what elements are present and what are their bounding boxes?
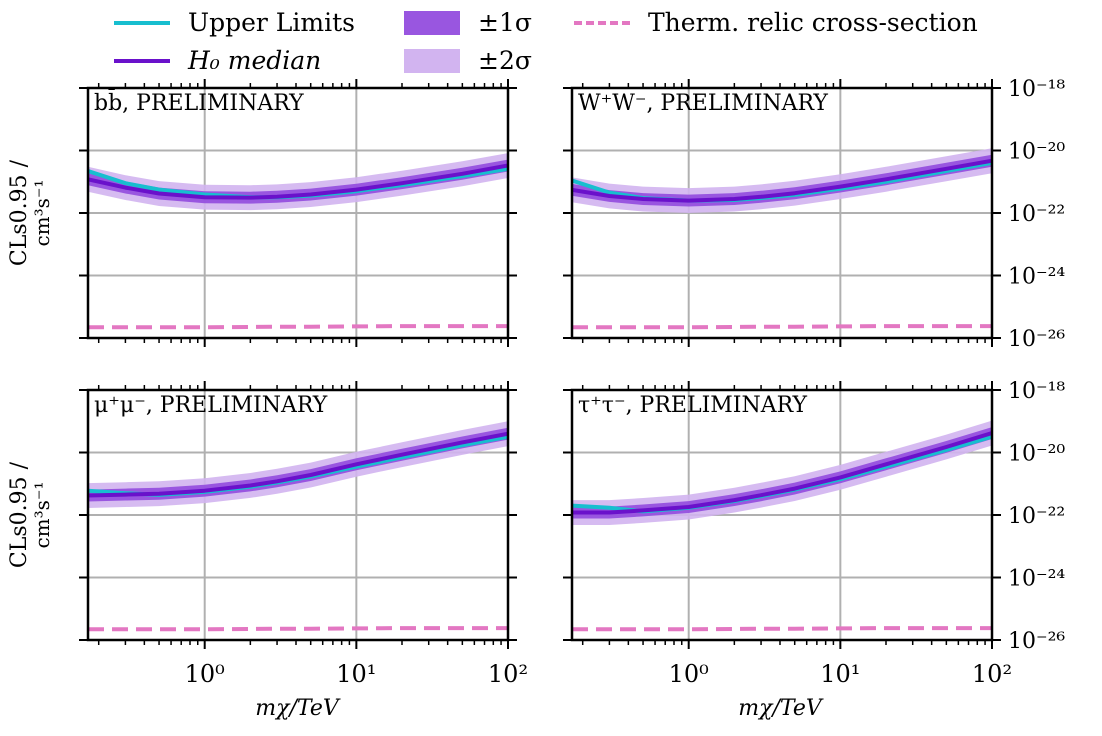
line-relic	[88, 324, 508, 330]
panel-title: μ⁺μ⁻, PRELIMINARY	[94, 393, 328, 418]
legend-label-sigma2: ±2σ	[478, 46, 532, 75]
band-2sigma	[572, 420, 992, 525]
x-tick-label: 10¹	[820, 660, 860, 688]
legend-item-sigma1: ±1σ	[400, 8, 532, 37]
legend-swatch-median	[110, 47, 174, 75]
panel-title: τ⁺τ⁻, PRELIMINARY	[578, 393, 808, 418]
y-tick-label: 10⁻²⁰	[1008, 140, 1065, 165]
y-tick-label: 10⁻²²	[1008, 202, 1065, 227]
legend-item-relic: Therm. relic cross-section	[570, 8, 978, 37]
y-tick-label: 10⁻²⁴	[1008, 265, 1065, 290]
legend-swatch-upper-limits	[110, 9, 174, 37]
legend-swatch-relic	[570, 9, 634, 37]
legend-swatch-sigma2	[400, 47, 464, 75]
y-tick-label: 10⁻²²	[1008, 504, 1065, 529]
legend: Upper Limits H₀ median ±1σ ±2σ Therm. re…	[0, 0, 1102, 82]
line-h0-median	[88, 431, 508, 498]
legend-label-sigma1: ±1σ	[478, 8, 532, 37]
y-tick-label: 10⁻²⁶	[1008, 629, 1065, 654]
line-h0-median	[88, 163, 508, 200]
xlabel-left: mχ/TeV	[255, 696, 339, 721]
line-relic	[88, 626, 508, 632]
legend-label-upper-limits: Upper Limits	[188, 8, 355, 37]
line-relic	[572, 626, 992, 632]
panel-title: bb̄, PRELIMINARY	[94, 88, 304, 116]
y-tick-label: 10⁻¹⁸	[1008, 77, 1065, 102]
line-h0-median	[572, 431, 992, 515]
xlabel-right: mχ/TeV	[738, 696, 822, 721]
legend-item-sigma2: ±2σ	[400, 46, 532, 75]
legend-swatch-sigma1	[400, 9, 464, 37]
legend-label-median: H₀ median	[188, 46, 322, 75]
x-tick-label: 10²	[488, 660, 528, 688]
legend-item-upper-limits: Upper Limits	[110, 8, 355, 37]
panel-content	[88, 153, 508, 330]
panel-4: τ⁺τ⁻, PRELIMINARY 10⁻¹⁸ 10⁻²⁰ 10⁻²² 10⁻²⁴ 10⁻…	[563, 379, 1065, 688]
legend-label-relic: Therm. relic cross-section	[648, 8, 978, 37]
y-tick-label: 10⁻²⁶	[1008, 327, 1065, 352]
panel-3: μ⁺μ⁻, PRELIMINARY 10⁰ 10¹ 10²	[79, 381, 528, 688]
line-relic	[572, 324, 992, 330]
legend-item-median: H₀ median	[110, 46, 321, 75]
x-tick-label: 10⁰	[669, 660, 709, 688]
x-tick-label: 10²	[972, 660, 1012, 688]
panel-content	[572, 148, 992, 330]
panel-1: bb̄, PRELIMINARY	[79, 79, 517, 347]
y-tick-label: 10⁻²⁰	[1008, 442, 1065, 467]
panel-2: W⁺W⁻, PRELIMINARY 10⁻¹⁸ 10⁻²⁰ 10⁻²² 10⁻²⁴ 10⁻…	[563, 77, 1065, 352]
panel-title: W⁺W⁻, PRELIMINARY	[578, 91, 828, 116]
x-tick-label: 10¹	[336, 660, 376, 688]
panel-content	[88, 421, 508, 632]
line-h0-median	[572, 158, 992, 203]
y-tick-label: 10⁻²⁴	[1008, 567, 1065, 592]
panel-content	[572, 420, 992, 632]
y-tick-label: 10⁻¹⁸	[1008, 379, 1065, 404]
x-tick-label: 10⁰	[185, 660, 225, 688]
